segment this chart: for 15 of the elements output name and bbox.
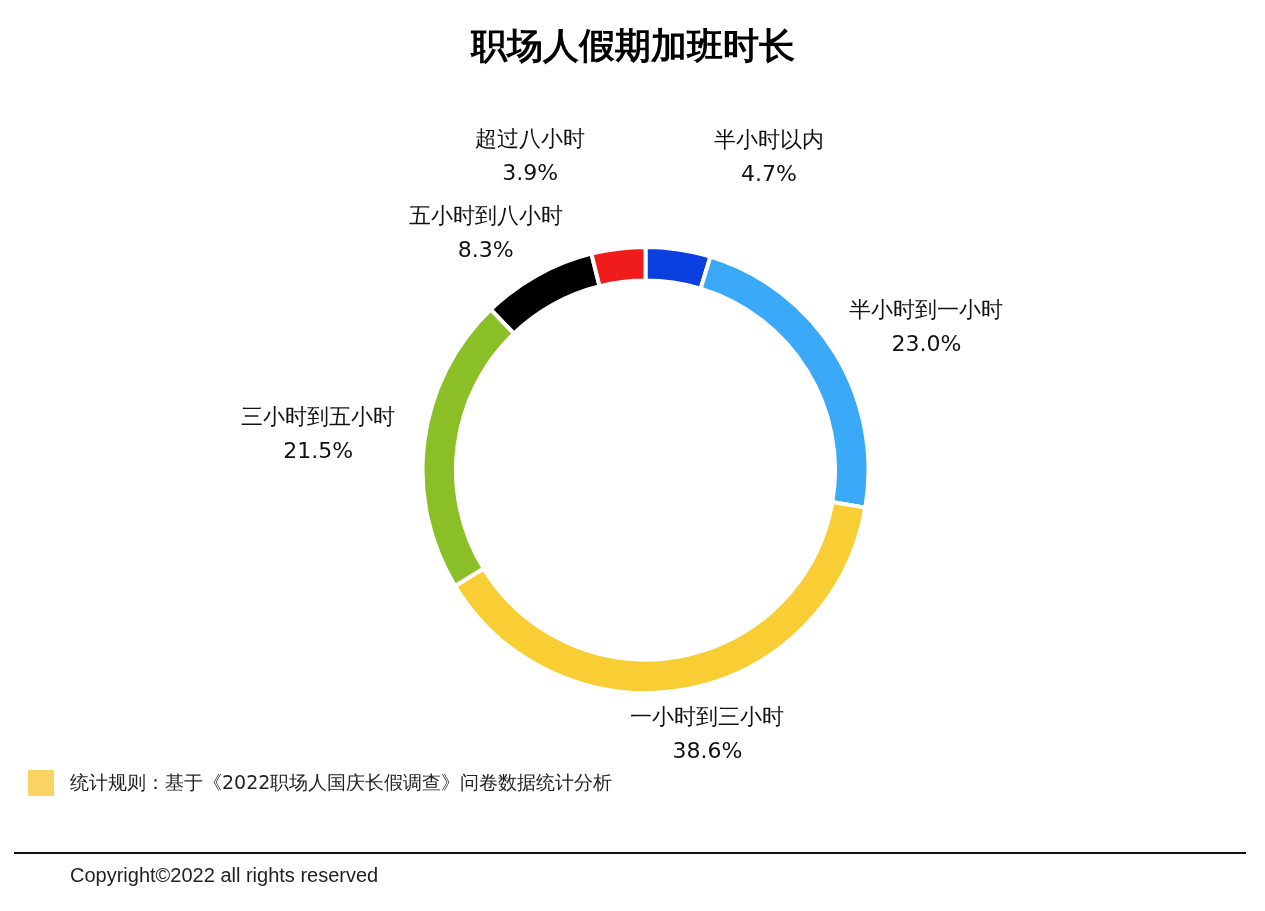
data-label: 3.9% [502,159,559,185]
data-label: 4.7% [741,160,797,186]
data-label: 23.0% [891,330,962,356]
slice-label: 超过八小时 [475,125,586,151]
text: 统计规则：基于《2022职场人国庆长假调查》问卷数据统计分析 [70,770,613,795]
slice-label: 半小时到一小时 [849,296,1004,322]
slice-label: 一小时到三小时 [630,703,785,729]
data-label: 8.3% [457,236,514,262]
chart-title: 职场人假期加班时长 [469,24,796,68]
data-label: 21.5% [283,438,354,464]
slice-label: 半小时以内 [714,126,825,152]
slice-label: 三小时到五小时 [241,404,396,430]
data-label: 38.6% [672,737,743,763]
slice-label: 五小时到八小时 [408,202,563,228]
text: Copyright©2022 all rights reserved [70,864,379,887]
